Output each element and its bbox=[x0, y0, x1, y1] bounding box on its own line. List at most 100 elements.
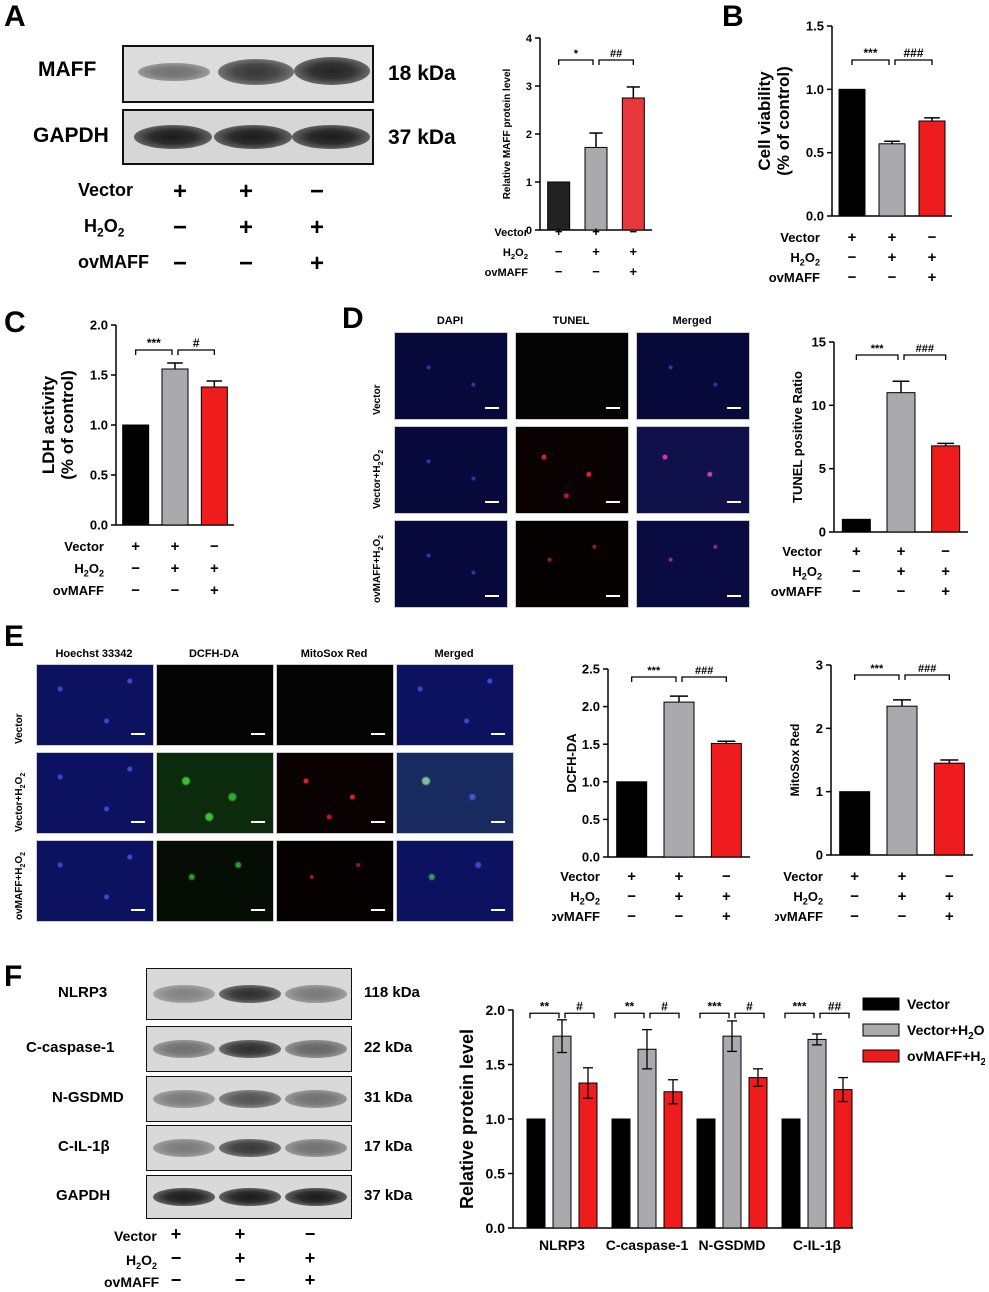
scale-bar bbox=[371, 821, 385, 823]
cond-sign: + bbox=[897, 543, 906, 560]
sig-mark: *** bbox=[647, 665, 661, 677]
cond-label-ovmaff: ovMAFF bbox=[78, 252, 149, 272]
f-blot-label: C-IL-1β bbox=[58, 1138, 110, 1155]
blot-label-gapdh: GAPDH bbox=[33, 124, 109, 147]
band bbox=[153, 1040, 215, 1058]
f-blot bbox=[146, 1026, 352, 1072]
band bbox=[153, 1188, 215, 1206]
f-cond-sign: − bbox=[170, 1270, 182, 1290]
band bbox=[153, 985, 215, 1003]
f-cond-sign: + bbox=[304, 1248, 316, 1268]
band bbox=[285, 985, 347, 1003]
cond-sign: + bbox=[852, 543, 861, 560]
bar bbox=[663, 1091, 683, 1229]
y-tick-label: 3 bbox=[816, 658, 823, 673]
sig-mark: ### bbox=[918, 663, 936, 675]
f-blot-label: GAPDH bbox=[56, 1187, 111, 1204]
cond-sign: − bbox=[630, 224, 638, 239]
cond-sign: + bbox=[675, 888, 684, 905]
y-tick-label: 1 bbox=[816, 784, 823, 799]
cond-sign: + bbox=[627, 868, 636, 885]
y-tick-label: 3 bbox=[526, 81, 532, 93]
band bbox=[285, 1090, 347, 1108]
scale-bar bbox=[606, 501, 620, 503]
cond-sign: − bbox=[592, 264, 600, 279]
y-tick-label: 0.5 bbox=[486, 1166, 506, 1182]
bar bbox=[161, 368, 189, 526]
y-tick-label: 1.0 bbox=[90, 418, 108, 433]
cond-sign: − bbox=[722, 868, 731, 885]
legend-label: ovMAFF+H2O2 bbox=[907, 1048, 985, 1068]
f-cond-sign: − bbox=[170, 1248, 182, 1268]
y-tick-label: 2 bbox=[526, 129, 532, 141]
cond-label: Vector bbox=[494, 227, 528, 239]
scale-bar bbox=[251, 909, 265, 911]
band bbox=[219, 985, 281, 1003]
legend-label: Vector bbox=[907, 996, 950, 1012]
blot-gapdh bbox=[122, 109, 374, 165]
cond-label: ovMAFF bbox=[53, 583, 104, 598]
bar bbox=[200, 386, 228, 526]
cond-label: Vector bbox=[560, 869, 600, 884]
bar bbox=[918, 120, 946, 217]
bar bbox=[637, 1048, 657, 1229]
f-blot-label: N-GSDMD bbox=[52, 1089, 124, 1106]
sig-bracket bbox=[598, 59, 634, 65]
y-tick-label: 15 bbox=[812, 335, 826, 350]
sig-bracket bbox=[558, 59, 594, 65]
sig-bracket bbox=[681, 676, 727, 682]
d-micrograph bbox=[636, 426, 750, 514]
bar bbox=[807, 1038, 827, 1229]
y-tick-label: 1.5 bbox=[806, 19, 824, 34]
bar bbox=[578, 1082, 598, 1229]
scale-bar bbox=[606, 595, 620, 597]
sig-bracket bbox=[649, 1012, 680, 1019]
d-micrograph bbox=[515, 426, 629, 514]
bar bbox=[547, 181, 571, 231]
a-cond-sign: + bbox=[238, 178, 253, 205]
cond-sign: + bbox=[722, 908, 731, 925]
cond-label: ovMAFF bbox=[775, 909, 823, 924]
panel-letter-b: B bbox=[722, 0, 744, 33]
chart-b: 0.0 0.5 1.0 1.5 Cell viability (% of control)… bbox=[755, 19, 952, 286]
bar bbox=[933, 762, 965, 856]
f-cond-sign: + bbox=[234, 1224, 246, 1244]
bar bbox=[722, 1035, 742, 1229]
cond-label: Vector bbox=[780, 230, 820, 245]
cond-label: ovMAFF bbox=[771, 584, 822, 599]
cond-sign: + bbox=[941, 563, 950, 580]
e-col-header: MitoSox Red bbox=[300, 648, 368, 660]
chart-e-mitosox: 0 1 2 3 MitoSox Red *** ### Vector + + − H2O2 − + + ovM… bbox=[775, 658, 973, 925]
band bbox=[219, 1188, 281, 1206]
panel-letter-d: D bbox=[342, 302, 364, 335]
f-cond-sign: + bbox=[304, 1270, 316, 1290]
cond-label: Vector bbox=[782, 544, 822, 559]
sig-mark: ### bbox=[903, 46, 923, 60]
cond-sign: − bbox=[131, 560, 140, 577]
scale-bar bbox=[727, 595, 741, 597]
cond-label: ovMAFF bbox=[552, 909, 600, 924]
cond-sign: − bbox=[131, 582, 140, 599]
cond-sign: + bbox=[898, 888, 907, 905]
cond-sign: − bbox=[555, 244, 563, 259]
sig-bracket bbox=[854, 674, 900, 680]
kda-gapdh: 37 kDa bbox=[388, 126, 456, 149]
x-tick-label: C-IL-1β bbox=[793, 1237, 842, 1253]
scale-bar bbox=[491, 733, 505, 735]
scale-bar bbox=[485, 595, 499, 597]
cond-sign: + bbox=[850, 868, 859, 885]
bar bbox=[886, 705, 918, 856]
cond-sign: − bbox=[627, 908, 636, 925]
f-blot bbox=[146, 1175, 352, 1219]
cond-label-vector: Vector bbox=[78, 180, 134, 200]
kda-maff: 18 kDa bbox=[388, 62, 456, 85]
sig-mark: *** bbox=[707, 999, 721, 1013]
d-micrograph bbox=[515, 332, 629, 420]
sig-bracket bbox=[855, 354, 899, 360]
band bbox=[285, 1040, 347, 1058]
e-row-label: Vector+H2O2 bbox=[14, 772, 27, 832]
sig-mark: ** bbox=[540, 999, 550, 1013]
cond-sign: + bbox=[171, 538, 180, 555]
y-axis-label: DCFH-DA bbox=[564, 733, 579, 793]
band bbox=[219, 1040, 281, 1058]
